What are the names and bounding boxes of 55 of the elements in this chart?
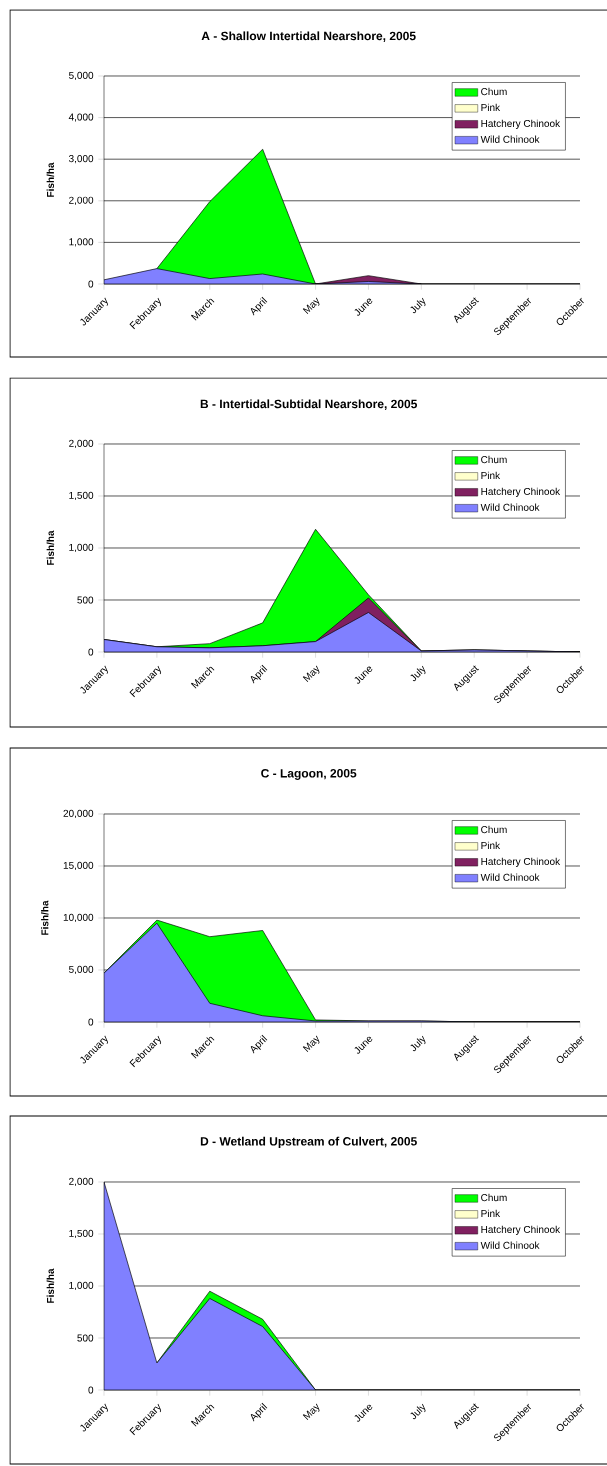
y-tick-label: 1,000 bbox=[69, 1281, 94, 1291]
y-tick-label: 0 bbox=[88, 1386, 94, 1394]
y-axis-title: Fish/ha bbox=[46, 530, 55, 565]
x-tick-label: July bbox=[410, 665, 426, 682]
legend-label: Pink bbox=[481, 1209, 501, 1217]
x-tick-label: May bbox=[302, 297, 320, 314]
x-tick-label: May bbox=[302, 1403, 320, 1420]
y-axis-title: Fish/ha bbox=[46, 162, 55, 197]
legend-label: Pink bbox=[481, 103, 501, 111]
y-tick-label: 10,000 bbox=[63, 913, 94, 923]
x-tick-label: July bbox=[410, 1035, 426, 1052]
legend-label: Wild Chinook bbox=[480, 873, 540, 881]
y-tick-label: 0 bbox=[88, 1018, 94, 1026]
x-tick-label: June bbox=[354, 1404, 373, 1422]
legend-label: Chum bbox=[481, 825, 507, 834]
x-tick-label: July bbox=[410, 1403, 426, 1420]
x-tick-label: July bbox=[410, 297, 426, 314]
y-axis-title: Fish/ha bbox=[41, 900, 49, 935]
legend-label: Wild Chinook bbox=[480, 503, 540, 511]
y-tick-label: 500 bbox=[77, 596, 94, 604]
legend-label: Pink bbox=[481, 471, 501, 479]
y-tick-label: 500 bbox=[77, 1334, 94, 1342]
y-axis-title: Fish/ha bbox=[46, 1268, 55, 1303]
y-tick-label: 3,000 bbox=[68, 155, 94, 164]
y-tick-label: 4,000 bbox=[68, 113, 94, 122]
legend-label: Chum bbox=[481, 1193, 507, 1202]
y-tick-label: 15,000 bbox=[63, 861, 94, 871]
legend-label: Chum bbox=[481, 455, 507, 464]
chart-title: A - Shallow Intertidal Nearshore, 2005 bbox=[201, 31, 416, 42]
legend-label: Wild Chinook bbox=[480, 135, 540, 143]
legend-label: Wild Chinook bbox=[480, 1241, 540, 1249]
y-tick-label: 5,000 bbox=[68, 965, 94, 975]
y-tick-label: 0 bbox=[88, 648, 94, 656]
y-tick-label: 0 bbox=[88, 280, 94, 288]
x-tick-label: May bbox=[302, 1035, 320, 1052]
chart-title: D - Wetland Upstream of Culvert, 2005 bbox=[200, 1136, 417, 1148]
y-tick-label: 2,000 bbox=[69, 439, 94, 449]
legend-label: Hatchery Chinook bbox=[481, 857, 561, 867]
chart-title: B - Intertidal-Subtidal Nearshore, 2005 bbox=[200, 399, 418, 410]
legend-label: Hatchery Chinook bbox=[481, 1225, 561, 1235]
legend-label: Hatchery Chinook bbox=[481, 487, 561, 497]
legend-label: Hatchery Chinook bbox=[481, 119, 561, 129]
y-tick-label: 1,000 bbox=[69, 543, 94, 553]
chart-title: C - Lagoon, 2005 bbox=[261, 769, 357, 780]
legend-label: Chum bbox=[481, 87, 507, 96]
y-tick-label: 1,500 bbox=[69, 1229, 94, 1239]
legend-label: Pink bbox=[481, 841, 501, 849]
y-tick-label: 1,000 bbox=[69, 238, 94, 247]
y-tick-label: 2,000 bbox=[69, 1177, 94, 1187]
y-tick-label: 2,000 bbox=[69, 196, 94, 205]
y-tick-label: 5,000 bbox=[68, 71, 94, 81]
x-tick-label: May bbox=[302, 665, 320, 682]
x-tick-label: June bbox=[354, 1036, 373, 1054]
y-tick-label: 20,000 bbox=[63, 809, 94, 819]
y-tick-label: 1,500 bbox=[69, 491, 94, 501]
